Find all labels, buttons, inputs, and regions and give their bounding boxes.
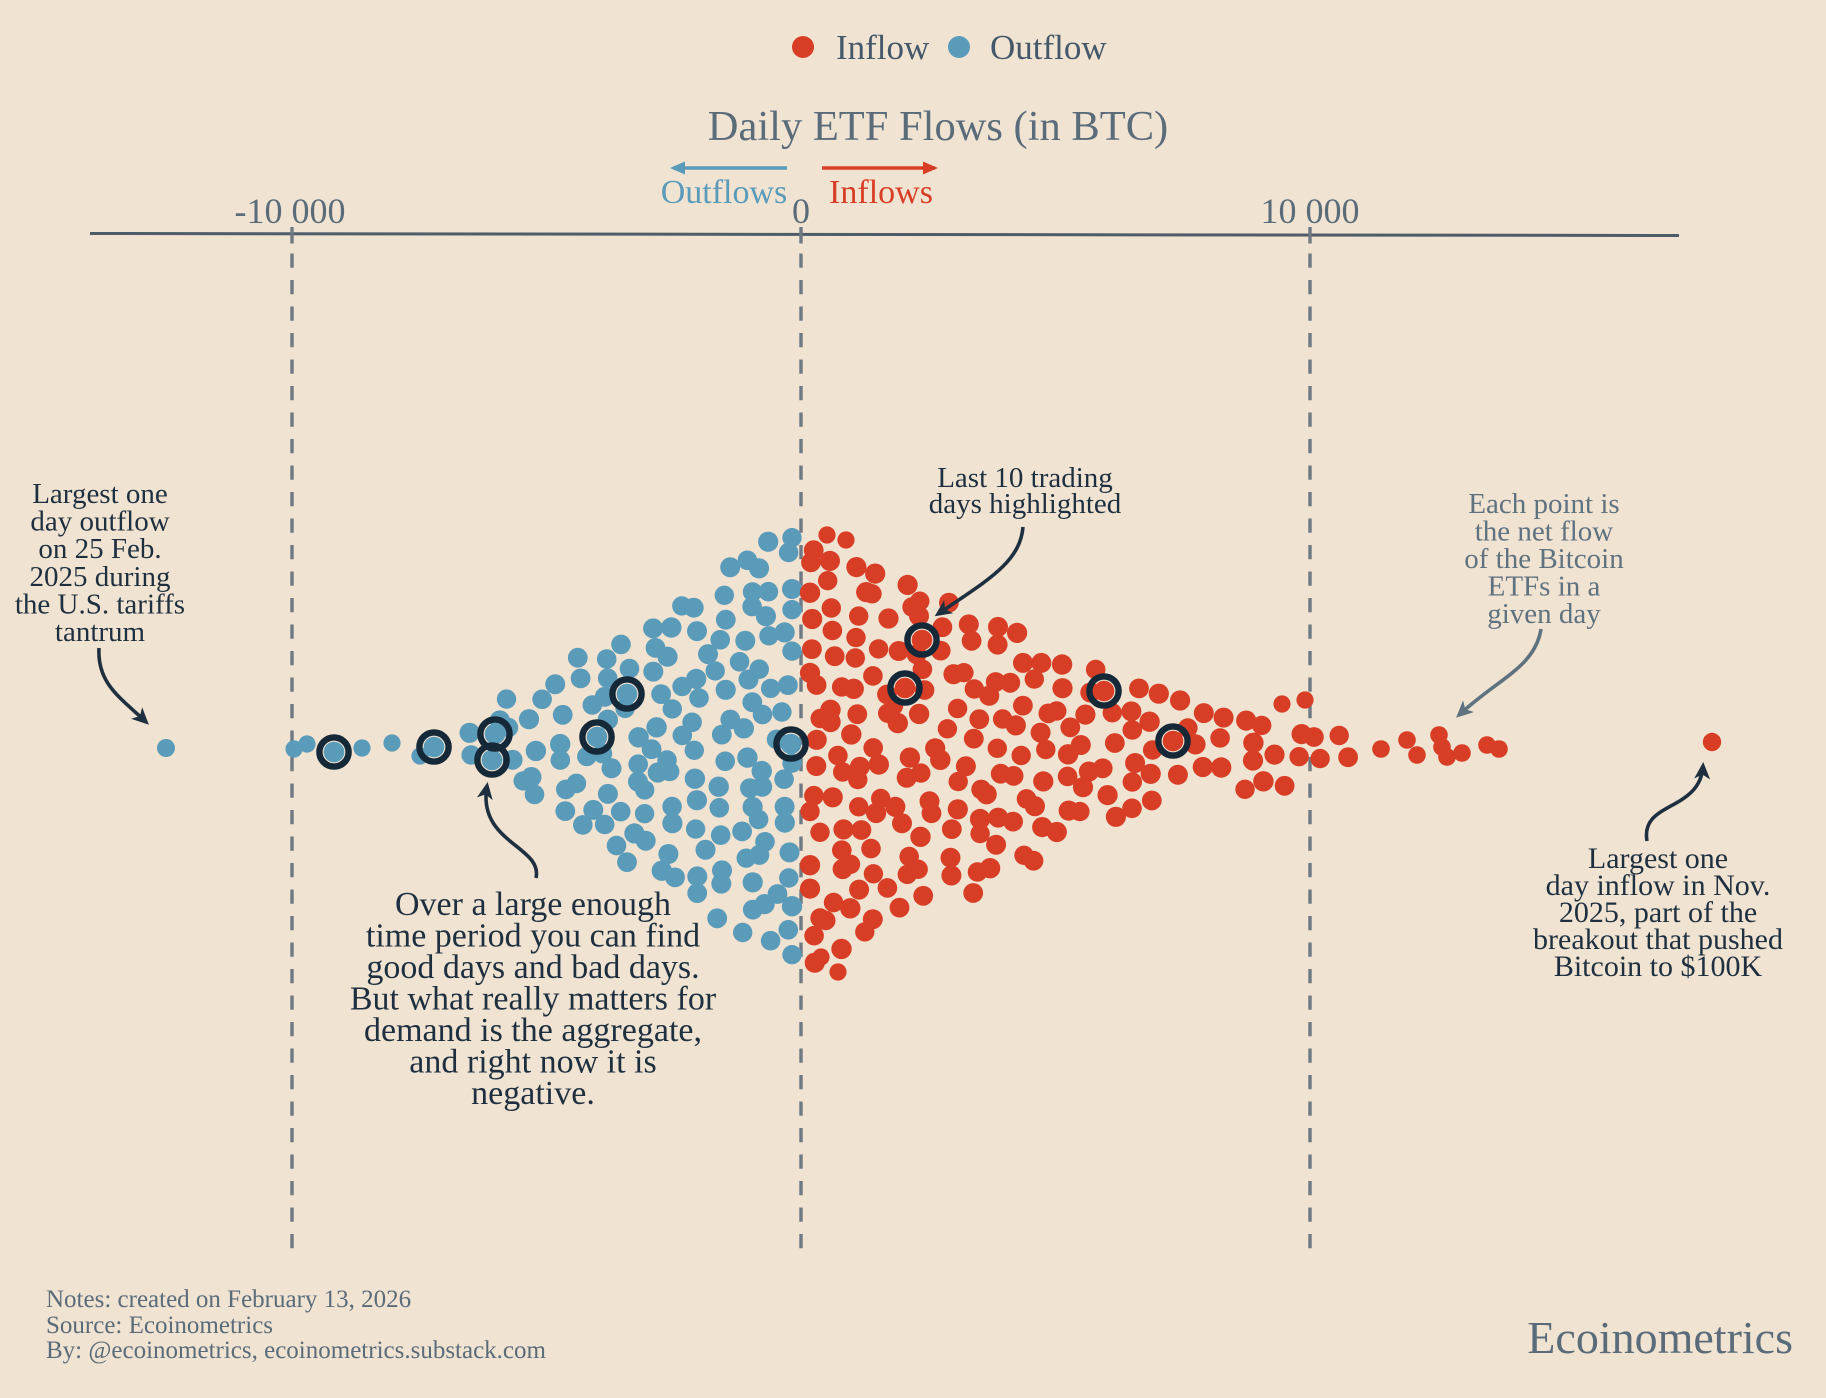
svg-text:Source: Ecoinometrics: Source: Ecoinometrics — [46, 1312, 273, 1339]
svg-text:Outflow: Outflow — [990, 28, 1107, 67]
svg-text:Daily ETF Flows (in BTC): Daily ETF Flows (in BTC) — [708, 103, 1168, 150]
svg-text:Inflow: Inflow — [836, 28, 930, 67]
svg-text:0: 0 — [792, 191, 810, 231]
svg-text:Ecoinometrics: Ecoinometrics — [1527, 1312, 1793, 1363]
svg-text:Inflows: Inflows — [829, 174, 933, 211]
svg-text:10 000: 10 000 — [1261, 191, 1360, 231]
svg-text:Outflows: Outflows — [661, 174, 788, 211]
svg-text:-10 000: -10 000 — [235, 191, 346, 231]
svg-text:Notes: created on February 13,: Notes: created on February 13, 2026 — [46, 1286, 411, 1313]
svg-text:By: @ecoinometrics, ecoinometr: By: @ecoinometrics, ecoinometrics.substa… — [46, 1337, 547, 1364]
